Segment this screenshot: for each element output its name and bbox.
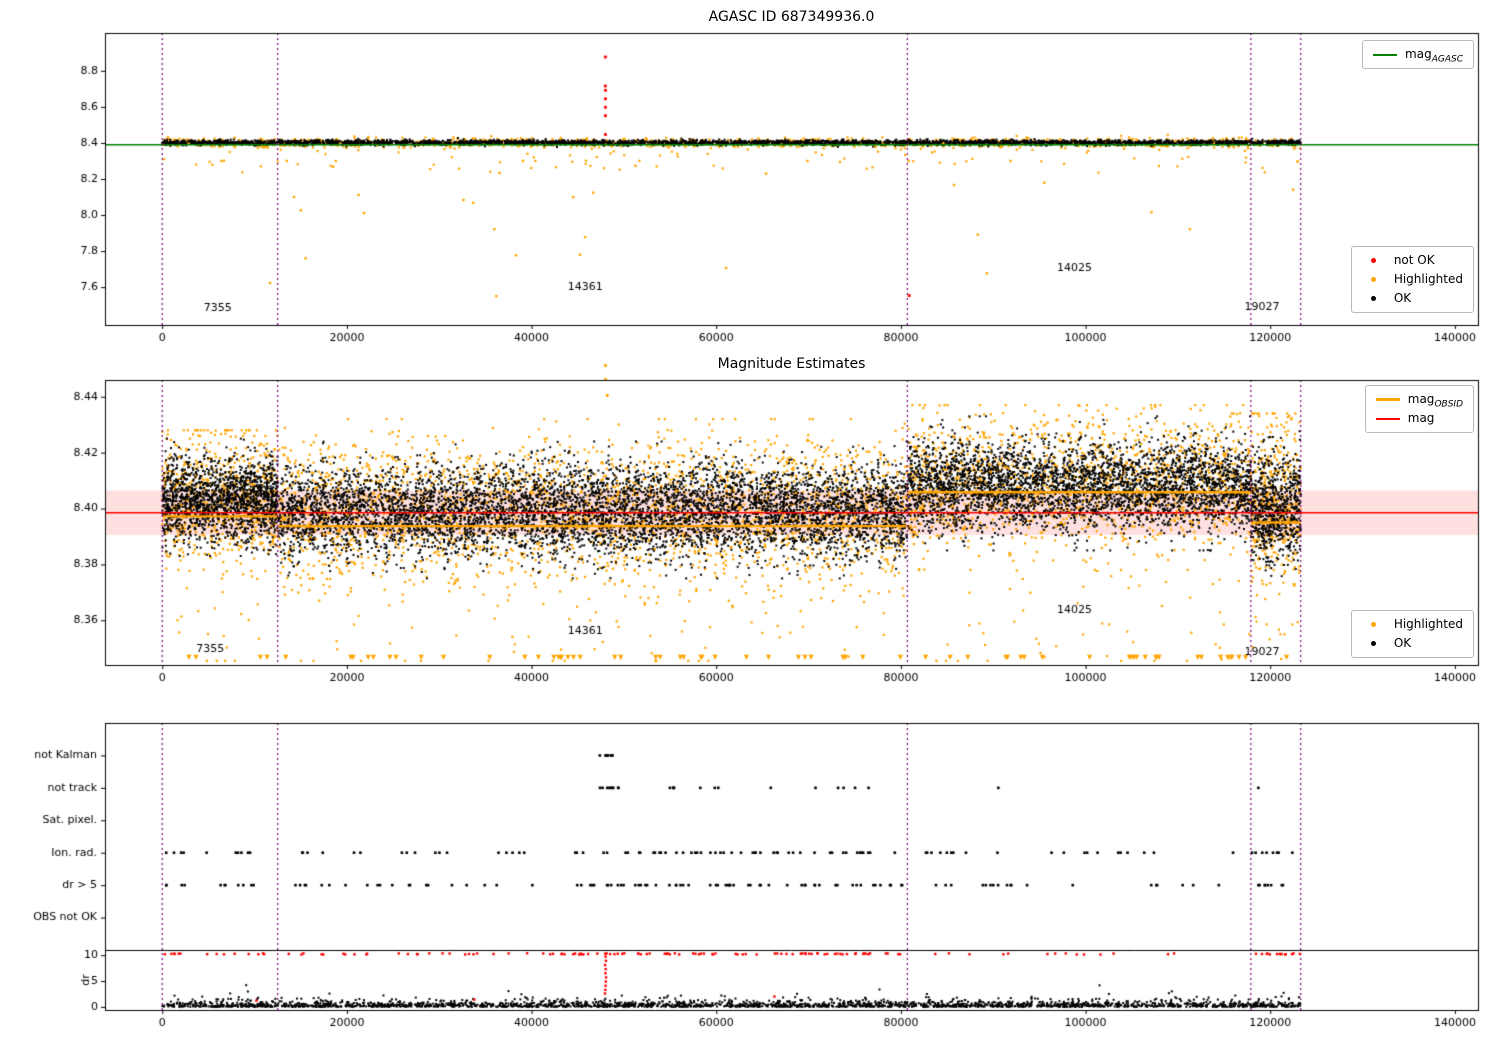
orange-dot-swatch-icon xyxy=(1370,277,1376,282)
green-line-swatch-icon xyxy=(1373,53,1398,56)
chart1-title: AGASC ID 687349936.0 xyxy=(708,9,875,25)
legend-item-ok: OK xyxy=(1362,291,1463,306)
legend-chart2-points: Highlighted OK xyxy=(1350,610,1474,658)
legend-label: OK xyxy=(1393,636,1412,650)
chart2-title: Magnitude Estimates xyxy=(717,356,866,372)
legend-chart2-lines: magOBSID mag xyxy=(1364,385,1474,433)
legend-item-mag-obsid: magOBSID xyxy=(1375,392,1463,410)
legend-label: mag xyxy=(1407,411,1435,425)
legend-label: Highlighted xyxy=(1393,617,1463,631)
red-line-swatch-icon xyxy=(1375,417,1400,420)
legend-item-mag: mag xyxy=(1375,411,1463,426)
legend-label: OK xyxy=(1393,291,1412,305)
black-dot-swatch-icon xyxy=(1370,296,1376,301)
legend-chart1-points: not OK Highlighted OK xyxy=(1350,246,1474,313)
red-dot-swatch-icon xyxy=(1370,258,1376,263)
legend-item-not-ok: not OK xyxy=(1362,253,1463,268)
black-dot-swatch-icon xyxy=(1370,641,1376,646)
legend-item-ok: OK xyxy=(1362,636,1463,651)
legend-label: Highlighted xyxy=(1393,272,1463,286)
legend-label: magOBSID xyxy=(1407,392,1463,410)
legend-label: magAGASC xyxy=(1405,47,1463,65)
legend-item-mag-agasc: magAGASC xyxy=(1373,47,1463,65)
legend-label: not OK xyxy=(1393,253,1435,267)
orange-dot-swatch-icon xyxy=(1370,622,1376,627)
orange-line-swatch-icon xyxy=(1375,398,1400,401)
legend-item-highlighted: Highlighted xyxy=(1362,272,1463,287)
legend-item-highlighted: Highlighted xyxy=(1362,617,1463,632)
legend-mag-agasc: magAGASC xyxy=(1362,40,1474,69)
